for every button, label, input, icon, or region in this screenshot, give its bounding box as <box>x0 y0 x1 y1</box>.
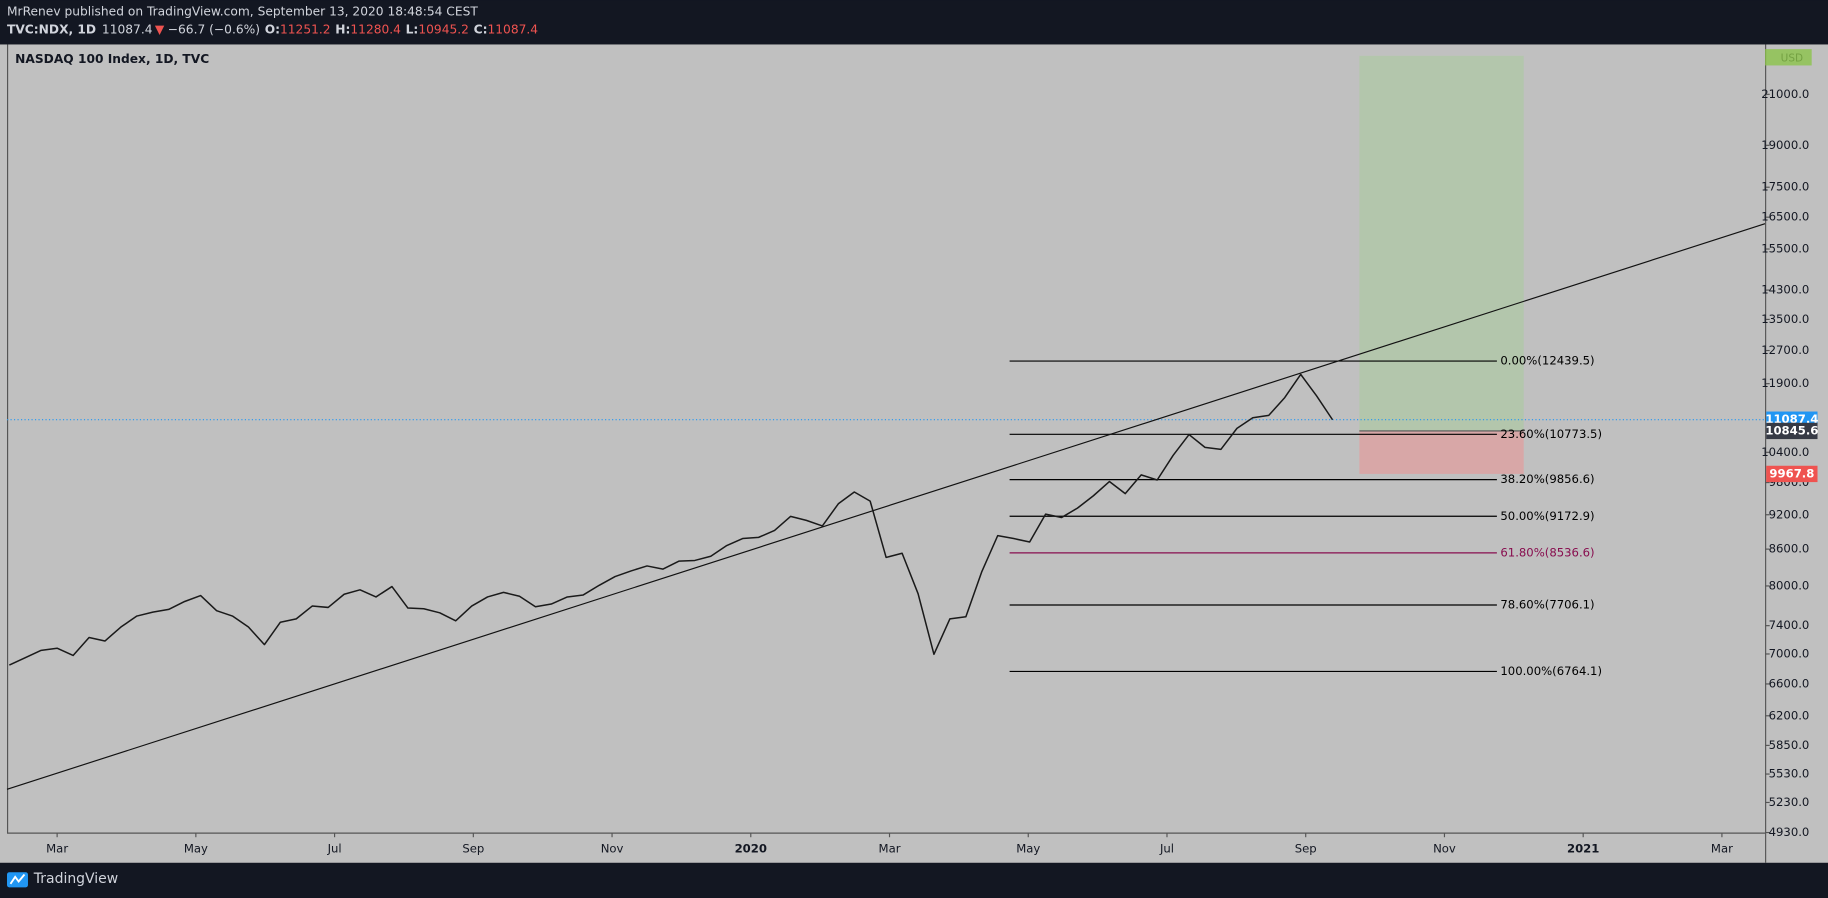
header-field: C: <box>474 22 488 36</box>
y-tick-label: 15500.0 <box>1761 242 1809 256</box>
header-field: 11280.4 <box>350 22 401 36</box>
header-field: O: <box>265 22 280 36</box>
header-field: H: <box>335 22 350 36</box>
footer-brand: TradingView <box>33 871 118 887</box>
partial-target-label <box>1765 49 1812 66</box>
publisher-line: MrRenev published on TradingView.com, Se… <box>7 4 478 18</box>
y-tick-label: 5230.0 <box>1769 795 1810 809</box>
x-tick-label: Jul <box>327 841 342 855</box>
y-tick-label: 11900.0 <box>1761 376 1809 390</box>
price-label-bg <box>1766 422 1818 440</box>
footer-logo <box>6 872 28 888</box>
stop-zone <box>1359 430 1524 474</box>
fib-label: 50.00%(9172.9) <box>1500 509 1594 523</box>
symbol-info: TVC:NDX, 1D 11087.4 ▼ −66.7 (−0.6%) O:11251.… <box>7 22 538 36</box>
price-label-bg <box>1766 465 1818 483</box>
x-tick-label: Sep <box>1295 841 1317 855</box>
x-tick-label: Mar <box>46 841 68 855</box>
fib-label: 61.80%(8536.6) <box>1500 545 1594 559</box>
header-field: −66.7 (−0.6%) <box>168 22 260 36</box>
y-tick-label: 5530.0 <box>1769 767 1810 781</box>
x-tick-label: Mar <box>1711 841 1733 855</box>
x-tick-label: Jul <box>1159 841 1174 855</box>
header-field: 11087.4 <box>102 22 153 36</box>
price-label: 9967.8 <box>1769 466 1814 480</box>
price-label: 10845.6 <box>1765 423 1818 437</box>
symbol-line: TVC:NDX, 1D 11087.4 ▼ −66.7 (−0.6%) O:11251.… <box>7 22 538 36</box>
y-tick-label: 6600.0 <box>1769 676 1810 690</box>
x-tick-label: 2021 <box>1567 841 1599 855</box>
x-tick-label: Nov <box>601 841 624 855</box>
y-tick-label: 7000.0 <box>1769 646 1810 660</box>
y-tick-label: 21000.0 <box>1761 87 1809 101</box>
target-zone <box>1359 55 1524 431</box>
x-tick-label: Mar <box>879 841 901 855</box>
x-tick-label: Nov <box>1433 841 1456 855</box>
y-tick-label: 14300.0 <box>1761 283 1809 297</box>
fib-label: 78.60%(7706.1) <box>1500 598 1594 612</box>
header-field: 10945.2 <box>418 22 469 36</box>
trendline <box>6 223 1766 790</box>
y-tick-label: 9200.0 <box>1769 507 1810 521</box>
chart-title: NASDAQ 100 Index, 1D, TVC <box>15 52 209 66</box>
header-field: TVC:NDX, 1D <box>7 22 96 36</box>
y-tick-label: 10400.0 <box>1761 445 1809 459</box>
fib-label: 100.00%(6764.1) <box>1500 664 1602 678</box>
price-line <box>9 373 1334 666</box>
x-tick-label: May <box>184 841 208 855</box>
y-tick-label: 13500.0 <box>1761 312 1809 326</box>
y-tick-label: 17500.0 <box>1761 180 1809 194</box>
chart-background <box>0 44 1828 863</box>
y-tick-label: 6200.0 <box>1769 708 1810 722</box>
header-field: L: <box>406 22 419 36</box>
fib-label: 0.00%(12439.5) <box>1500 354 1594 368</box>
price-label: 11087.4 <box>1765 412 1818 426</box>
fib-label: 23.60%(10773.5) <box>1500 427 1602 441</box>
x-tick-label: May <box>1016 841 1040 855</box>
y-tick-label: 19000.0 <box>1761 138 1809 152</box>
y-tick-label: 5850.0 <box>1769 738 1810 752</box>
fib-label: 38.20%(9856.6) <box>1500 472 1594 486</box>
header-field: 11087.4 <box>487 22 538 36</box>
y-tick-label: 8600.0 <box>1769 542 1810 556</box>
logo-line <box>9 873 26 885</box>
y-tick-label: 4930.0 <box>1769 825 1810 839</box>
header-bar <box>0 0 1828 45</box>
y-tick-label: 8000.0 <box>1769 578 1810 592</box>
x-tick-label: 2020 <box>735 841 767 855</box>
header-field: 11251.2 <box>280 22 331 36</box>
y-tick-label: 16500.0 <box>1761 210 1809 224</box>
x-tick-label: Sep <box>462 841 484 855</box>
y-tick-label: 12700.0 <box>1761 343 1809 357</box>
footer-bar <box>0 862 1828 898</box>
y-tick-label: 7400.0 <box>1769 618 1810 632</box>
header-field: ▼ <box>155 22 165 36</box>
